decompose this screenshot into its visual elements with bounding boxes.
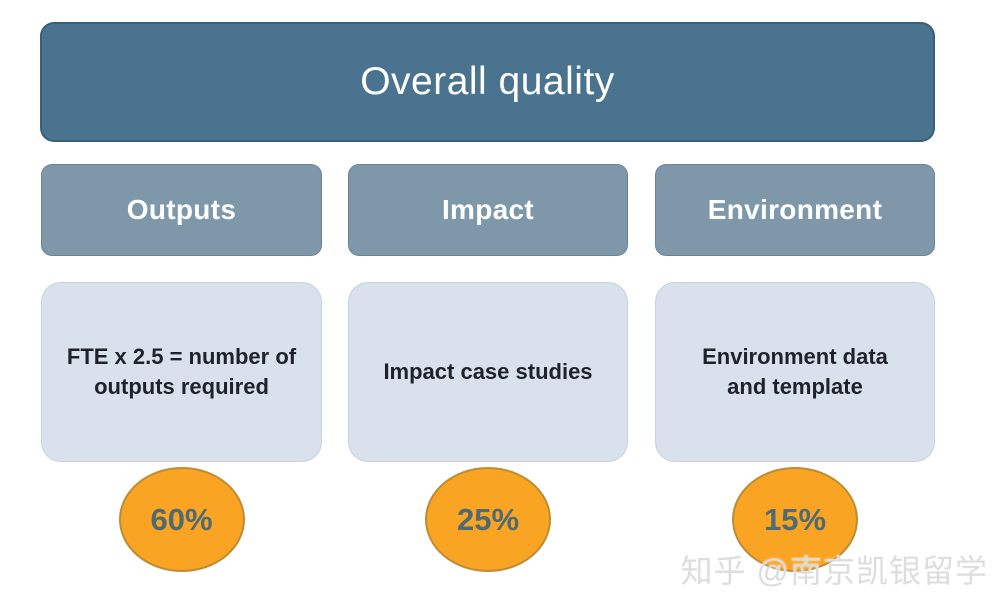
impact-description-box: Impact case studies (348, 282, 628, 462)
outputs-percent-value: 60% (150, 501, 213, 537)
overall-quality-box: Overall quality (40, 22, 935, 142)
outputs-header-label: Outputs (126, 194, 237, 225)
impact-percent-circle: 25% (425, 467, 551, 572)
environment-header-label: Environment (707, 194, 883, 225)
environment-header-box: Environment (655, 164, 935, 256)
impact-percent-value: 25% (456, 501, 520, 537)
impact-header-label: Impact (441, 194, 535, 225)
environment-description-text: Environment data and template (702, 344, 888, 399)
outputs-description-box: FTE x 2.5 = number of outputs required (41, 282, 322, 462)
impact-header-box: Impact (348, 164, 628, 256)
environment-description-box: Environment data and template (655, 282, 935, 462)
impact-description-text: Impact case studies (383, 359, 593, 385)
outputs-header-box: Outputs (41, 164, 322, 256)
zhihu-watermark: 知乎 @南京凯银留学 (680, 553, 988, 589)
environment-percent-circle: 15% (732, 467, 858, 572)
outputs-percent-circle: 60% (118, 467, 245, 572)
outputs-description-text: FTE x 2.5 = number of outputs required (66, 344, 297, 399)
environment-percent-value: 15% (763, 501, 827, 537)
overall-quality-label: Overall quality (360, 60, 615, 103)
